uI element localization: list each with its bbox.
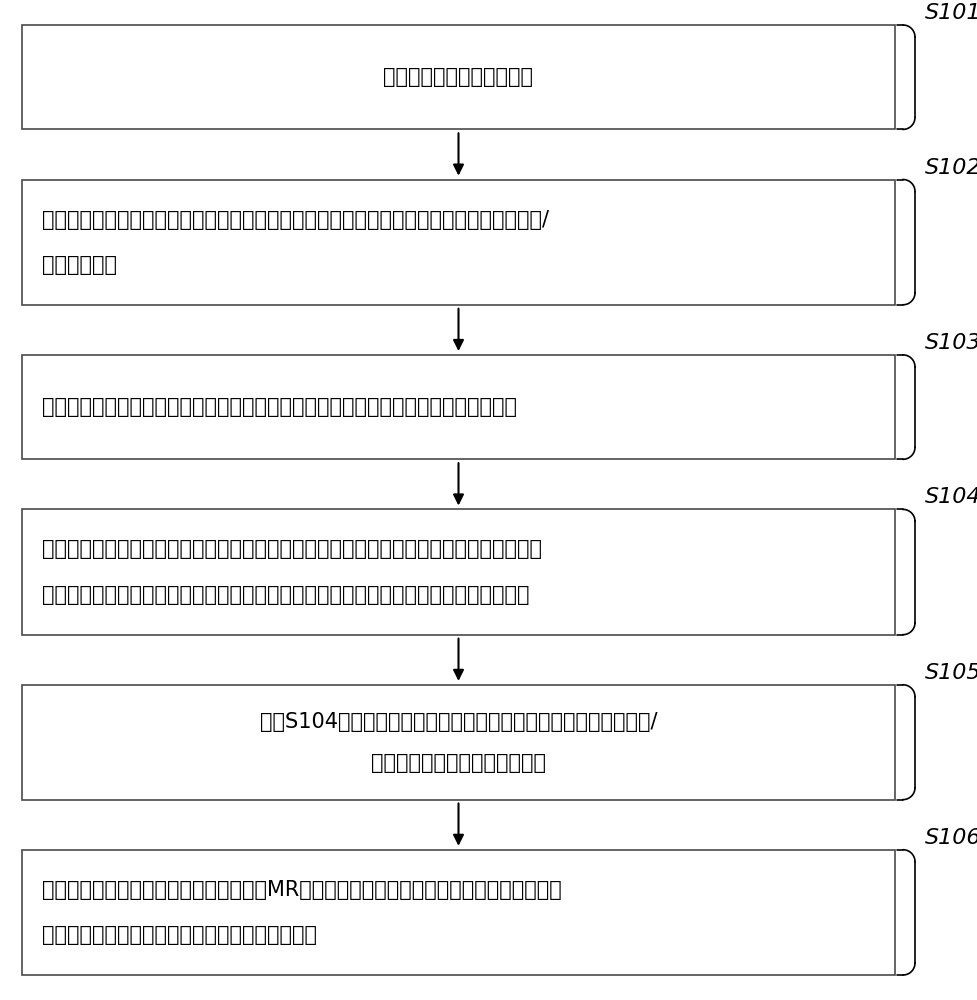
Bar (22, 180, 895, 305)
Text: 当眼动光标如上述方法选中目标按钮后，MR眼镜的反馈装置向用户发出反馈信息，并通过其: 当眼动光标如上述方法选中目标按钮后，MR眼镜的反馈装置向用户发出反馈信息，并通过… (42, 880, 562, 900)
Text: S105: S105 (925, 663, 977, 683)
Text: 和三维空间中: 和三维空间中 (42, 255, 117, 275)
Text: 设备客户端实时检测注视点光标位置与虚拟交互目标的感应区之间的是否碰撞（重叠）: 设备客户端实时检测注视点光标位置与虚拟交互目标的感应区之间的是否碰撞（重叠） (42, 397, 517, 417)
Text: S103: S103 (925, 333, 977, 353)
Text: 根据S104的检测结果，将交互光标被动吸附于虚拟目标并选中，和/: 根据S104的检测结果，将交互光标被动吸附于虚拟目标并选中，和/ (260, 712, 658, 732)
Text: 他交互模组或者直接检测眼睛的动作进行点击操作: 他交互模组或者直接检测眼睛的动作进行点击操作 (42, 925, 317, 945)
Text: S101: S101 (925, 3, 977, 23)
Text: 设备的眼动追踪模组捕获用户注视点位置坐标，注视点以光标的形式映射在显示设备屏幕或/: 设备的眼动追踪模组捕获用户注视点位置坐标，注视点以光标的形式映射在显示设备屏幕或… (42, 210, 549, 230)
Bar (22, 355, 895, 459)
Text: S106: S106 (925, 828, 977, 848)
Bar (22, 25, 895, 129)
Text: S104: S104 (925, 487, 977, 507)
Bar (22, 850, 895, 975)
Text: 在与感应区发生碰撞时，设备客户端检测用户发生注视时间超过一定阈值、扫视距离超过一: 在与感应区发生碰撞时，设备客户端检测用户发生注视时间超过一定阈值、扫视距离超过一 (42, 539, 542, 559)
Bar (22, 685, 895, 800)
Text: 或呈现突显效果（放大镜效果）: 或呈现突显效果（放大镜效果） (371, 753, 546, 773)
Text: 定阈值、在感应区域附近反复眼颤、形成注视点云、特殊的视线运动轨迹等眼睛行为数据: 定阈值、在感应区域附近反复眼颤、形成注视点云、特殊的视线运动轨迹等眼睛行为数据 (42, 585, 530, 605)
Text: S102: S102 (925, 158, 977, 178)
Bar (22, 509, 895, 635)
Text: 显示系统呈现虚拟交互目标: 显示系统呈现虚拟交互目标 (384, 67, 533, 87)
